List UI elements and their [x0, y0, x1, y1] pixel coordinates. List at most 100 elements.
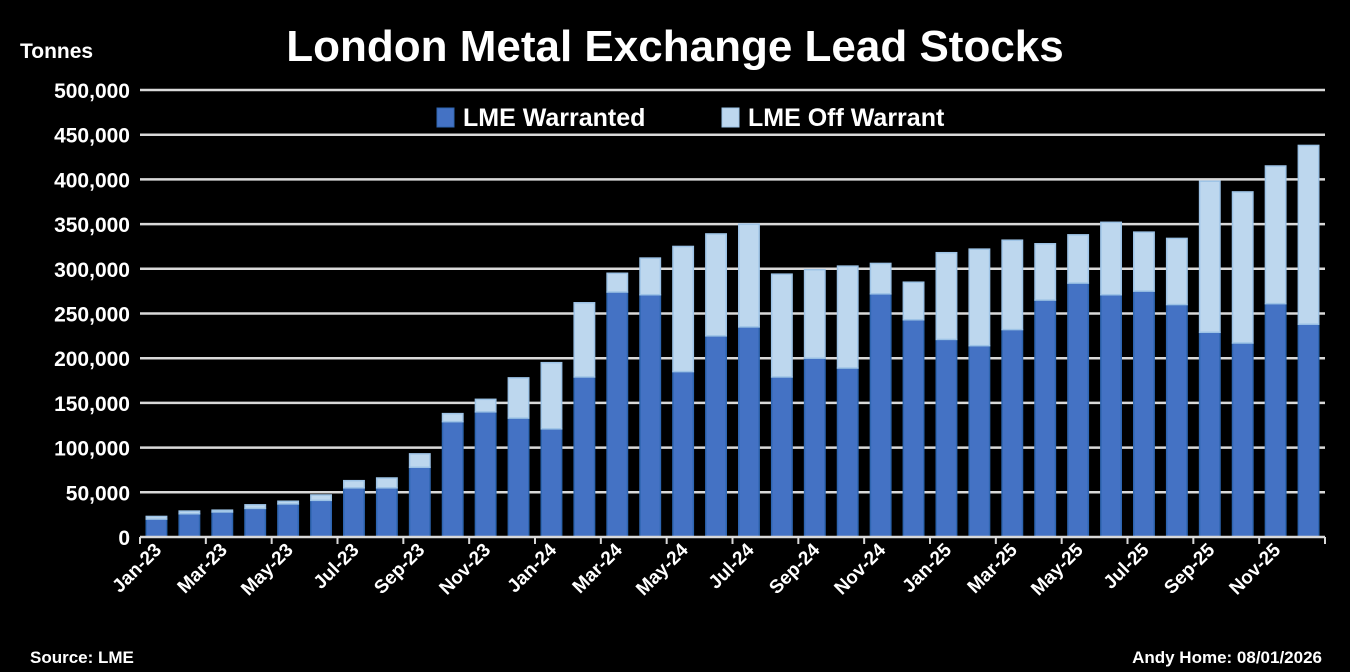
- y-axis-label: Tonnes: [20, 40, 94, 63]
- bar-warranted: [310, 499, 332, 538]
- x-tick-label: Jul-24: [705, 539, 759, 593]
- bar-warranted: [1034, 299, 1057, 538]
- bar-warranted: [507, 417, 530, 538]
- x-tick-label: Jul-23: [310, 540, 364, 594]
- x-tick-label: Nov-24: [831, 539, 891, 599]
- x-tick-label: Mar-24: [569, 539, 627, 597]
- bar-warranted: [1165, 303, 1188, 538]
- bar-warranted: [639, 293, 662, 538]
- y-tick-label: 200,000: [54, 348, 130, 371]
- y-tick-label: 250,000: [54, 304, 130, 327]
- x-tick-label: Mar-25: [964, 539, 1022, 597]
- x-tick-label: Nov-25: [1226, 539, 1286, 599]
- bar-off-warrant: [1034, 243, 1057, 301]
- bar-warranted: [770, 376, 793, 538]
- bar-warranted: [1001, 328, 1024, 538]
- bar-warranted: [441, 420, 464, 538]
- bar-warranted: [968, 344, 991, 538]
- bar-off-warrant: [1165, 237, 1188, 306]
- bar-warranted: [343, 487, 365, 538]
- bar-warranted: [935, 338, 958, 538]
- bar-warranted: [211, 511, 234, 538]
- bar-warranted: [474, 411, 497, 538]
- y-tick-label: 50,000: [66, 482, 130, 505]
- x-tick-label: Jan-23: [109, 540, 166, 597]
- x-tick-label: May-25: [1027, 539, 1088, 600]
- bar-off-warrant: [639, 257, 662, 296]
- bar-off-warrant: [1231, 191, 1254, 344]
- bar-off-warrant: [474, 398, 497, 413]
- bar-off-warrant: [441, 412, 464, 423]
- bar-warranted: [1264, 302, 1287, 538]
- bar-warranted: [1100, 293, 1122, 538]
- y-tick-label: 100,000: [54, 438, 130, 461]
- bar-off-warrant: [770, 273, 793, 378]
- bar-warranted: [705, 335, 727, 538]
- bar-off-warrant: [244, 504, 267, 510]
- bar-off-warrant: [540, 361, 563, 430]
- bar-off-warrant: [869, 262, 892, 295]
- bar-off-warrant: [705, 233, 727, 337]
- bar-off-warrant: [836, 265, 859, 369]
- bar-off-warrant: [573, 302, 596, 378]
- bar-warranted: [1231, 342, 1254, 538]
- bar-off-warrant: [408, 453, 431, 469]
- bar-off-warrant: [1133, 231, 1155, 292]
- bar-off-warrant: [178, 510, 201, 515]
- bar-warranted: [1297, 323, 1320, 538]
- bar-off-warrant: [672, 245, 695, 373]
- bar-off-warrant: [1067, 234, 1090, 284]
- bar-warranted: [178, 513, 201, 538]
- legend-swatch: [436, 107, 455, 128]
- legend-label: LME Warranted: [463, 104, 645, 132]
- x-tick-label: Mar-23: [174, 540, 232, 598]
- bar-warranted: [277, 503, 300, 538]
- bar-off-warrant: [310, 494, 332, 502]
- credit-note: Andy Home: 08/01/2026: [1132, 648, 1322, 667]
- bar-off-warrant: [935, 251, 958, 341]
- bar-warranted: [1133, 290, 1155, 538]
- y-tick-label: 400,000: [54, 169, 130, 192]
- bar-warranted: [1198, 331, 1221, 538]
- bar-warranted: [902, 319, 925, 538]
- bar-warranted: [540, 428, 563, 538]
- bar-warranted: [606, 291, 629, 538]
- bar-warranted: [672, 370, 695, 538]
- bar-off-warrant: [968, 248, 991, 347]
- x-tick-label: May-24: [632, 539, 693, 600]
- bar-off-warrant: [1198, 180, 1221, 334]
- source-note: Source: LME: [30, 648, 134, 667]
- bar-off-warrant: [145, 515, 168, 520]
- bar-off-warrant: [211, 509, 234, 513]
- legend-label: LME Off Warrant: [748, 104, 945, 132]
- bar-off-warrant: [803, 268, 826, 359]
- bar-off-warrant: [375, 477, 398, 489]
- bar-off-warrant: [1264, 165, 1287, 305]
- x-tick-label: Jan-25: [899, 539, 957, 597]
- bar-warranted: [375, 487, 398, 538]
- y-tick-label: 450,000: [54, 125, 130, 148]
- x-tick-label: Jan-24: [504, 539, 562, 597]
- x-tick-label: Jul-25: [1100, 539, 1154, 593]
- bar-warranted: [408, 466, 431, 538]
- bar-warranted: [145, 518, 168, 538]
- chart-title: London Metal Exchange Lead Stocks: [286, 22, 1064, 71]
- bar-warranted: [738, 326, 760, 538]
- bar-warranted: [869, 293, 892, 538]
- x-tick-label: Sep-24: [765, 539, 824, 598]
- bar-off-warrant: [606, 272, 629, 293]
- y-tick-label: 500,000: [54, 80, 130, 103]
- bar-off-warrant: [1100, 221, 1122, 296]
- bar-off-warrant: [507, 377, 530, 419]
- x-tick-label: Sep-23: [370, 540, 429, 599]
- legend-swatch: [721, 107, 740, 128]
- y-tick-label: 0: [118, 527, 130, 550]
- bar-warranted: [244, 507, 267, 538]
- bar-off-warrant: [902, 281, 925, 321]
- x-tick-label: Sep-25: [1160, 539, 1219, 598]
- bar-warranted: [836, 367, 859, 538]
- bar-warranted: [803, 357, 826, 538]
- bar-warranted: [573, 376, 596, 538]
- bar-off-warrant: [1001, 239, 1024, 331]
